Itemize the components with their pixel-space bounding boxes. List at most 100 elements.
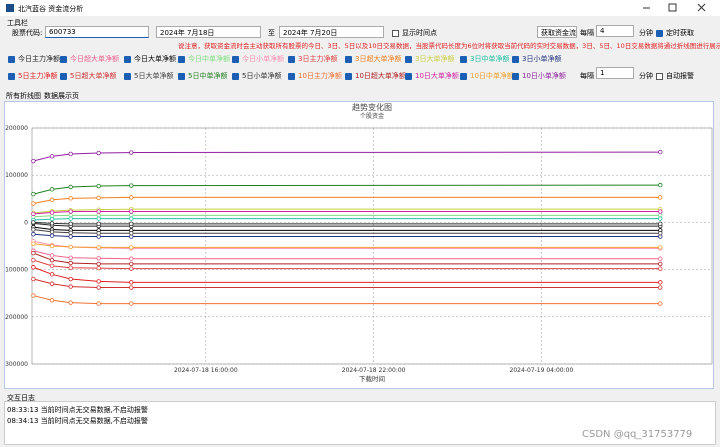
series-line [33,184,661,195]
data-point [658,216,663,221]
series-checkbox[interactable]: 10日大单净额 [405,71,459,81]
every-label: 每隔 [580,29,594,37]
chart-subtitle: 个股资金 [360,112,384,120]
series-checkbox[interactable]: 今日主力净额 [8,54,60,64]
series-checkbox[interactable]: 3日超大单净额 [345,54,401,64]
app-icon [6,4,14,12]
data-point [31,220,36,225]
series-checkbox[interactable]: 10日小单净额 [512,71,566,81]
series-line [33,196,661,205]
every-spinner[interactable]: 4 [596,25,634,37]
series-checkbox[interactable]: 5日主力净额 [8,71,57,81]
data-point [96,195,101,201]
data-point [68,276,73,282]
legend-label: 10日中单净额 [470,72,514,80]
series-checkbox[interactable]: 今日小单净额 [232,54,284,64]
timer-checkbox[interactable]: 定时获取 [656,28,694,38]
date-from[interactable]: 2024年 7月18日 [156,26,261,38]
data-point [96,261,101,267]
data-point [129,261,134,267]
tab[interactable]: 所有折线图 [6,92,41,100]
title-bar: 北汽蓝谷 资金流分析 [0,0,720,16]
series-checkbox[interactable]: 10日中单净额 [460,71,514,81]
code-input[interactable]: 600733 [45,26,149,38]
data-point [129,216,134,221]
series-line [33,266,661,283]
series-checkbox[interactable]: 今日超大单净额 [60,54,119,64]
series-line [33,278,661,289]
data-point [49,253,55,258]
series-checkbox[interactable]: 10日超大单净额 [345,71,406,81]
y-tick-label: 200000 [5,125,28,132]
series-line [33,214,661,218]
data-point [31,241,36,246]
series-checkbox[interactable]: 今日大单净额 [124,54,176,64]
alarm-every-spinner[interactable]: 1 [596,67,634,79]
series-checkbox[interactable]: 3日大单净额 [405,54,454,64]
data-point [96,279,101,284]
data-point [68,230,73,235]
data-point [31,231,36,237]
data-point [31,227,36,232]
legend-label: 今日超大单净额 [70,55,119,63]
x-tick-label: 2024-07-18 22:00:00 [342,367,406,374]
data-point [129,266,134,271]
y-tick-label: 100000 [5,267,28,274]
data-point [658,285,663,290]
data-point [96,216,101,221]
tab[interactable]: 数据展示页 [44,92,79,100]
y-tick-label: 300000 [5,361,28,368]
data-point [68,209,73,214]
alarm-label: 自动报警 [666,72,694,80]
series-checkbox[interactable]: 5日小单净额 [232,71,281,81]
series-checkbox[interactable]: 3日主力净额 [288,54,337,64]
data-point [68,196,73,201]
series-line [33,243,661,248]
data-point [49,210,55,215]
series-checkbox[interactable]: 3日中单净额 [460,54,509,64]
alarm-checkbox[interactable]: 自动报警 [656,71,694,81]
legend-label: 3日主力净额 [298,55,338,63]
show-points-checkbox[interactable]: 显示时间点 [392,28,437,38]
data-point [49,257,55,263]
data-point [129,256,134,261]
series-checkbox[interactable]: 3日小单净额 [512,54,561,64]
series-line [33,151,661,162]
data-point [96,265,101,271]
data-point [68,260,73,266]
data-point [68,300,73,305]
series-checkbox[interactable]: 5日大单净额 [124,71,173,81]
data-point [31,158,36,164]
legend-label: 5日主力净额 [18,72,58,80]
data-point [96,231,101,236]
window-controls[interactable] [640,3,720,13]
data-point [49,281,55,286]
timer-label: 定时获取 [666,29,694,37]
series-checkbox[interactable]: 5日超大单净额 [60,71,116,81]
toolbar-title: 工具栏 [7,19,28,27]
series-checkbox[interactable]: 今日中单净额 [178,54,230,64]
data-point [96,285,101,290]
y-tick-label: 0 [24,219,28,226]
code-label: 股票代码: [12,29,43,37]
series-checkbox[interactable]: 10日主力净额 [288,71,342,81]
data-point [31,293,36,298]
fetch-button[interactable]: 获取资金流 [537,26,577,38]
series-line [33,211,661,215]
data-point [31,191,36,197]
legend-label: 5日超大单净额 [70,72,117,80]
data-point [129,150,134,155]
legend-label: 今日中单净额 [188,55,230,63]
legend-label: 3日大单净额 [415,55,455,63]
date-to[interactable]: 2024年 7月20日 [279,26,384,38]
series-checkbox[interactable]: 5日中单净额 [178,71,227,81]
data-point [49,216,55,222]
data-point [68,216,73,221]
data-point [96,301,101,306]
chart-title: 趋势变化图 [352,102,392,112]
legend-label: 10日大单净额 [415,72,459,80]
series-line [33,228,661,234]
data-point [68,151,73,157]
data-point [68,244,73,250]
